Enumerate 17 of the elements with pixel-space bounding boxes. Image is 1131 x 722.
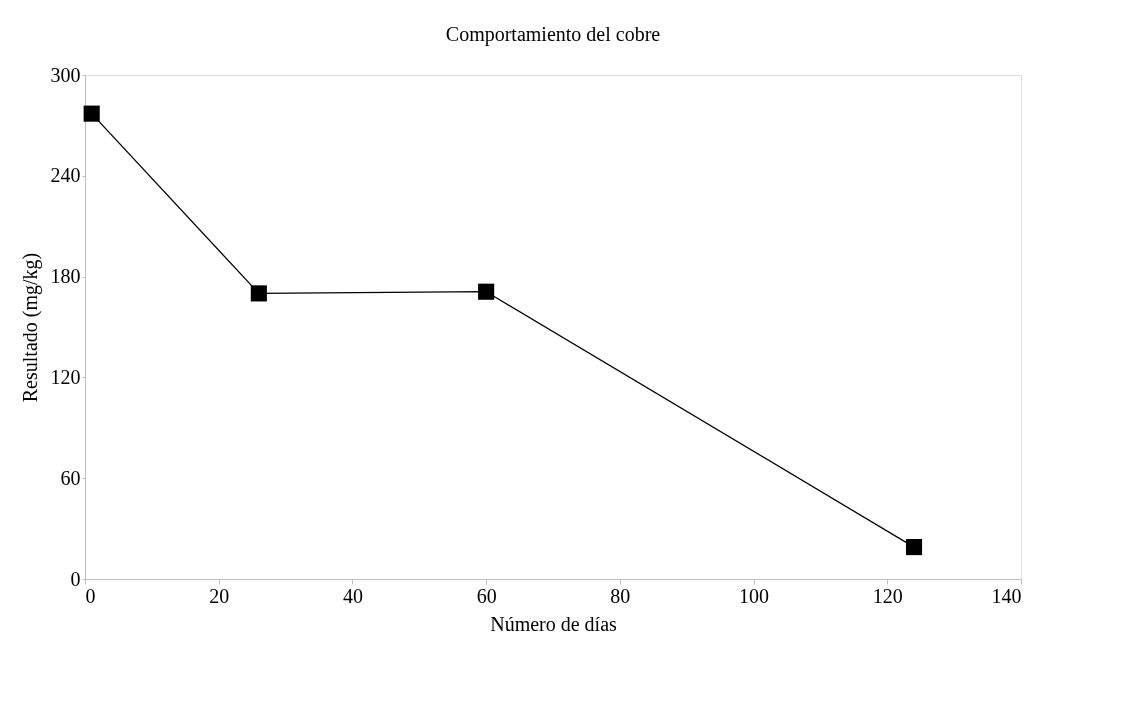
y-tick-label: 60: [60, 466, 81, 489]
x-tick-label: 0: [85, 584, 96, 607]
y-tick-label: 180: [50, 265, 81, 288]
y-axis-title: Resultado (mg/kg): [18, 252, 42, 403]
x-axis-title: Número de días: [490, 612, 618, 635]
y-tick-label: 300: [50, 63, 81, 86]
y-tick-label: 0: [70, 567, 81, 590]
x-tick-label: 140: [991, 584, 1022, 607]
y-tick-label: 240: [50, 164, 81, 187]
x-tick-label: 60: [476, 584, 497, 607]
y-tick-label: 120: [50, 365, 81, 388]
x-tick-label: 80: [610, 584, 631, 607]
x-tick-label: 100: [739, 584, 770, 607]
x-tick-label: 120: [872, 584, 903, 607]
x-tick-label: 20: [209, 584, 230, 607]
x-tick-label: 40: [342, 584, 363, 607]
chart-title: Comportamiento del cobre: [445, 23, 661, 46]
